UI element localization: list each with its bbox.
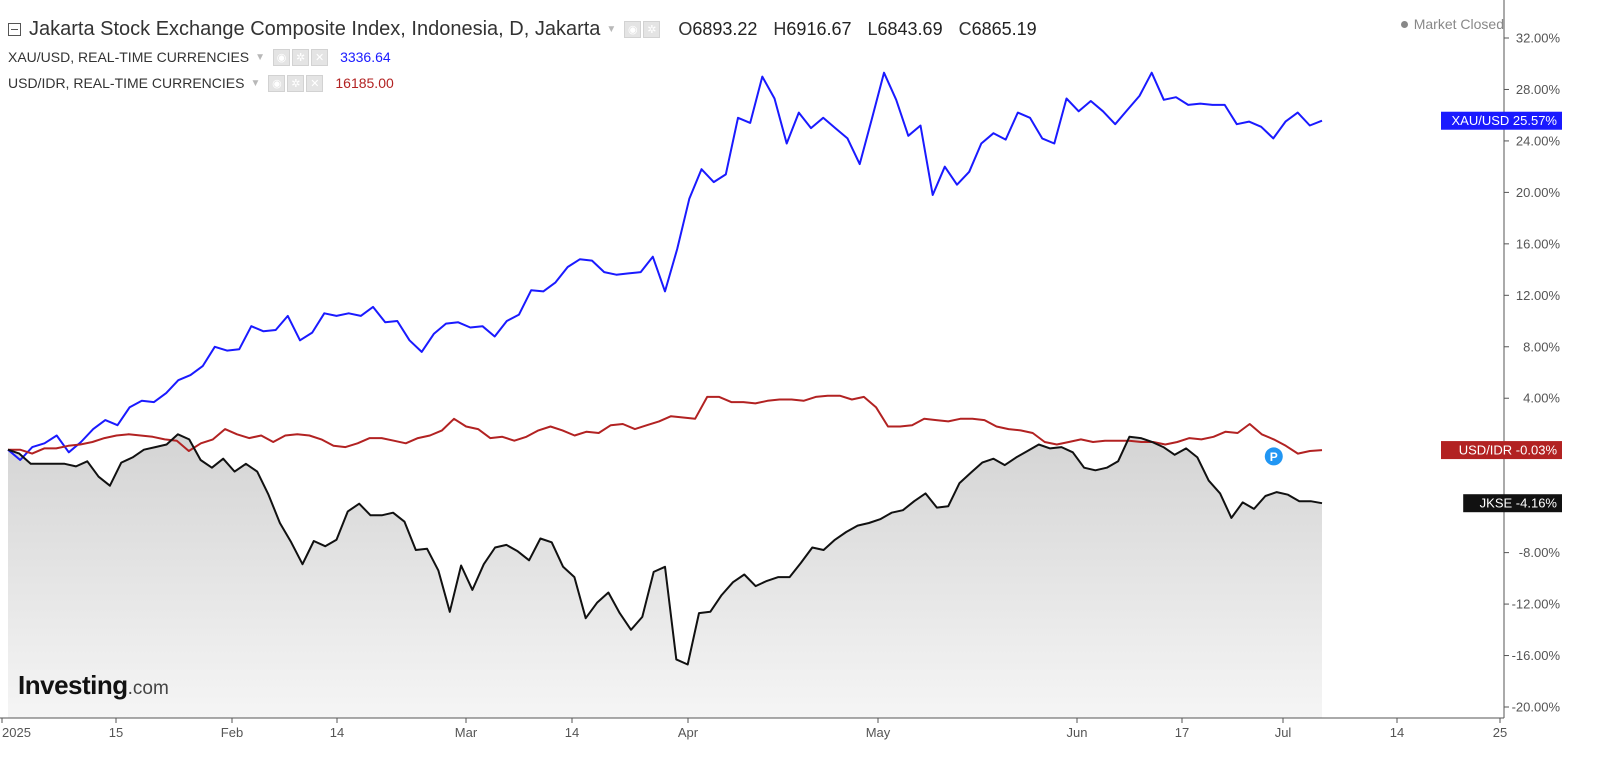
jkse-value-tag: JKSE -4.16% bbox=[1463, 494, 1562, 513]
x-tick-label: Feb bbox=[221, 725, 243, 740]
overlay-usdidr-value: 16185.00 bbox=[335, 75, 394, 91]
visibility-icon[interactable]: ◉ bbox=[273, 48, 291, 66]
x-tick-label: 17 bbox=[1175, 725, 1189, 740]
gear-icon[interactable]: ✲ bbox=[287, 74, 305, 92]
x-tick-label: 14 bbox=[330, 725, 344, 740]
y-tick-label: 20.00% bbox=[1516, 185, 1561, 200]
y-tick-label: 28.00% bbox=[1516, 82, 1561, 97]
x-tick-label: 2025 bbox=[2, 725, 31, 740]
y-tick-label: 16.00% bbox=[1516, 236, 1561, 251]
xauusd-value-tag: XAU/USD 25.57% bbox=[1441, 111, 1562, 130]
x-tick-label: Apr bbox=[678, 725, 699, 740]
y-tick-label: -16.00% bbox=[1512, 648, 1561, 663]
overlay-usdidr-name: USD/IDR, REAL-TIME CURRENCIES bbox=[8, 75, 245, 91]
y-tick-label: 32.00% bbox=[1516, 31, 1561, 46]
open-key: O bbox=[678, 18, 693, 39]
x-tick-label: 15 bbox=[109, 725, 123, 740]
market-status: Market Closed bbox=[1400, 16, 1504, 32]
chevron-down-icon[interactable]: ▼ bbox=[250, 77, 261, 89]
collapse-icon[interactable] bbox=[8, 22, 21, 36]
event-marker-label: P bbox=[1270, 450, 1278, 464]
x-tick-label: 25 bbox=[1493, 725, 1507, 740]
svg-text:USD/IDR -0.03%: USD/IDR -0.03% bbox=[1459, 443, 1558, 458]
low-value: 6843.69 bbox=[877, 18, 943, 39]
y-tick-label: -12.00% bbox=[1512, 597, 1561, 612]
main-series-header: Jakarta Stock Exchange Composite Index, … bbox=[8, 14, 1047, 44]
low-key: L bbox=[867, 18, 878, 39]
y-tick-label: 4.00% bbox=[1523, 391, 1560, 406]
logo-suffix: .com bbox=[127, 678, 169, 699]
status-dot-icon bbox=[1400, 20, 1408, 28]
chart-legend: Jakarta Stock Exchange Composite Index, … bbox=[8, 14, 1047, 96]
y-tick-label: 24.00% bbox=[1516, 133, 1561, 148]
y-tick-label: 8.00% bbox=[1523, 339, 1560, 354]
xauusd-line bbox=[7, 71, 1323, 461]
close-value: 6865.19 bbox=[971, 18, 1037, 39]
market-status-text: Market Closed bbox=[1413, 16, 1504, 32]
svg-text:JKSE -4.16%: JKSE -4.16% bbox=[1480, 496, 1558, 511]
gear-icon[interactable]: ✲ bbox=[292, 48, 310, 66]
usdidr-line bbox=[8, 394, 1323, 455]
usdidr-value-tag: USD/IDR -0.03% bbox=[1441, 441, 1562, 460]
open-value: 6893.22 bbox=[692, 18, 758, 39]
overlay-xauusd-name: XAU/USD, REAL-TIME CURRENCIES bbox=[8, 49, 250, 65]
x-tick-label: Mar bbox=[455, 725, 478, 740]
overlay-xauusd-value: 3336.64 bbox=[340, 49, 391, 65]
visibility-icon[interactable]: ◉ bbox=[624, 20, 642, 38]
x-tick-label: 14 bbox=[1390, 725, 1404, 740]
overlay-usdidr: USD/IDR, REAL-TIME CURRENCIES ▼ ◉ ✲ ✕ 16… bbox=[8, 70, 1047, 96]
close-key: C bbox=[958, 18, 972, 39]
overlay-xauusd: XAU/USD, REAL-TIME CURRENCIES ▼ ◉ ✲ ✕ 33… bbox=[8, 44, 1047, 70]
y-tick-label: 12.00% bbox=[1516, 288, 1561, 303]
logo-brand: Investing bbox=[18, 670, 128, 700]
investing-logo: Investing.com bbox=[18, 670, 169, 701]
y-tick-label: -8.00% bbox=[1519, 545, 1561, 560]
visibility-icon[interactable]: ◉ bbox=[268, 74, 286, 92]
x-tick-label: Jul bbox=[1275, 725, 1292, 740]
chevron-down-icon[interactable]: ▼ bbox=[606, 23, 617, 35]
close-icon[interactable]: ✕ bbox=[306, 74, 324, 92]
close-icon[interactable]: ✕ bbox=[311, 48, 329, 66]
jkse-area bbox=[8, 434, 1322, 718]
jkse-line bbox=[7, 433, 1323, 666]
svg-text:XAU/USD 25.57%: XAU/USD 25.57% bbox=[1452, 113, 1558, 128]
y-tick-label: -20.00% bbox=[1512, 700, 1561, 715]
event-marker-icon[interactable]: P bbox=[1264, 447, 1283, 466]
high-key: H bbox=[773, 18, 787, 39]
chevron-down-icon[interactable]: ▼ bbox=[255, 51, 266, 63]
x-tick-label: May bbox=[866, 725, 891, 740]
chart-title: Jakarta Stock Exchange Composite Index, … bbox=[29, 17, 601, 40]
x-tick-label: Jun bbox=[1067, 725, 1088, 740]
high-value: 6916.67 bbox=[786, 18, 852, 39]
x-tick-label: 14 bbox=[565, 725, 579, 740]
gear-icon[interactable]: ✲ bbox=[643, 20, 661, 38]
